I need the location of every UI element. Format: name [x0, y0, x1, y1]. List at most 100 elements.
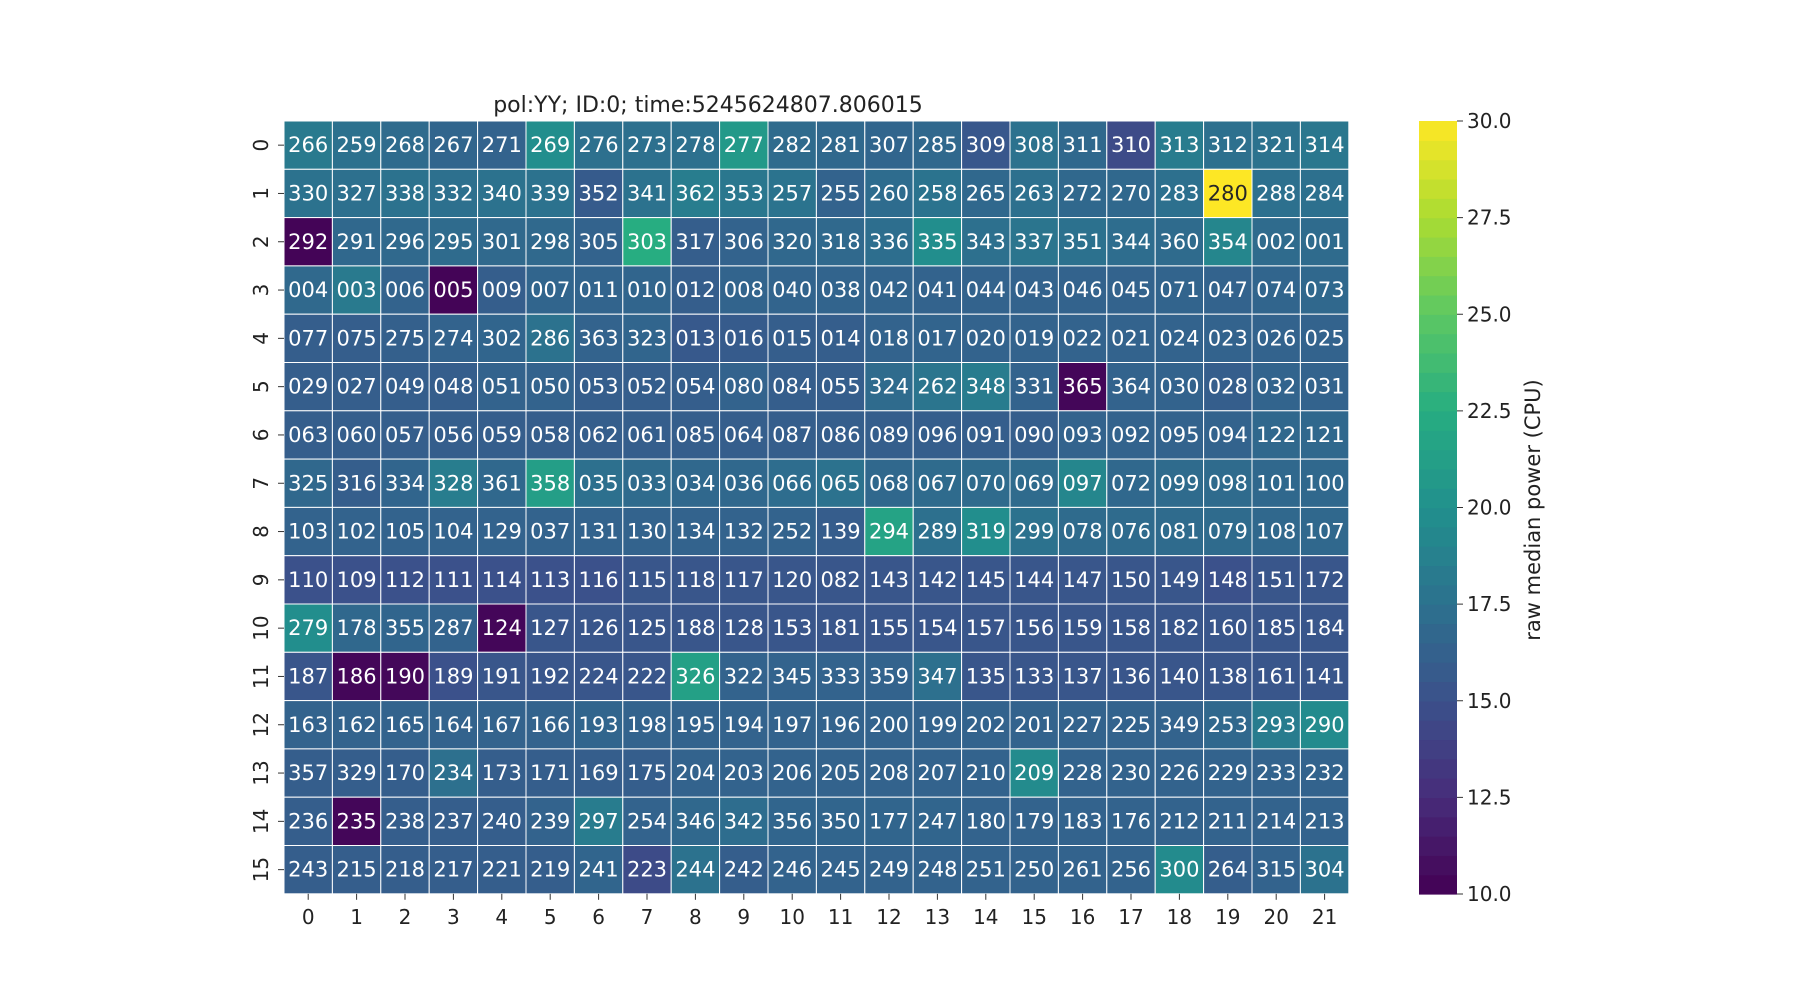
heatmap-cell: [1057, 313, 1108, 364]
cell-label: 278: [675, 133, 715, 157]
cell-label: 050: [530, 375, 570, 399]
heatmap-cell: [1251, 120, 1301, 170]
cell-label: 080: [724, 375, 764, 399]
cell-label: 241: [579, 858, 619, 882]
cell-label: 077: [288, 326, 328, 350]
cell-label: 229: [1208, 761, 1248, 785]
cell-label: 180: [966, 809, 1006, 833]
heatmap-cell: [283, 555, 333, 605]
cell-label: 324: [869, 375, 909, 399]
cell-label: 018: [869, 326, 909, 350]
cell-label: 189: [433, 664, 473, 688]
cell-label: 202: [966, 713, 1006, 737]
heatmap-cell: [1203, 120, 1253, 170]
cell-label: 328: [433, 471, 473, 495]
cell-label: 016: [724, 326, 764, 350]
cell-label: 192: [530, 664, 570, 688]
cell-label: 346: [675, 809, 715, 833]
cell-label: 037: [530, 520, 570, 544]
heatmap-cell: [1057, 603, 1108, 653]
x-tick-label: 5: [544, 905, 557, 929]
heatmap-cell: [719, 217, 769, 267]
heatmap-cell: [380, 410, 430, 460]
cell-label: 138: [1208, 664, 1248, 688]
heatmap-cell: [1251, 555, 1301, 605]
cell-label: 219: [530, 858, 570, 882]
heatmap-cell: [622, 603, 672, 653]
cell-label: 022: [1063, 326, 1103, 350]
heatmap-cell: [380, 506, 430, 557]
y-tick-label: 1: [249, 187, 273, 200]
cell-label: 297: [579, 809, 619, 833]
heatmap-cell: [573, 410, 624, 460]
heatmap-cell: [380, 217, 430, 267]
cell-label: 193: [579, 713, 619, 737]
heatmap-cell: [815, 506, 866, 557]
y-tick-label: 7: [249, 477, 273, 490]
cell-label: 156: [1014, 616, 1054, 640]
heatmap-cell: [912, 362, 963, 412]
cell-label: 252: [772, 520, 812, 544]
heatmap-cell: [428, 651, 479, 702]
cell-label: 010: [627, 278, 667, 302]
cell-label: 199: [917, 713, 957, 737]
cell-label: 148: [1208, 568, 1248, 592]
heatmap-cell: [477, 700, 527, 750]
cell-label: 102: [337, 520, 377, 544]
heatmap-cell: [477, 651, 527, 702]
y-tick-label: 12: [249, 712, 273, 737]
heatmap-cell: [864, 265, 914, 315]
x-tick-label: 20: [1263, 905, 1288, 929]
x-tick-label: 4: [495, 905, 508, 929]
cell-label: 065: [821, 471, 861, 495]
cell-label: 005: [433, 278, 473, 302]
y-tick-label: 11: [249, 664, 273, 689]
cell-label: 314: [1305, 133, 1345, 157]
colorbar-band: [1419, 700, 1457, 721]
cell-label: 360: [1159, 230, 1199, 254]
cell-label: 322: [724, 664, 764, 688]
cell-label: 316: [337, 471, 377, 495]
heatmap-cell: [961, 651, 1011, 702]
cell-label: 247: [917, 809, 957, 833]
cell-label: 237: [433, 809, 473, 833]
x-tick-label: 18: [1167, 905, 1192, 929]
cell-label: 286: [530, 326, 570, 350]
cell-label: 031: [1305, 375, 1345, 399]
x-tick-label: 19: [1215, 905, 1240, 929]
cell-label: 230: [1111, 761, 1151, 785]
cell-label: 130: [627, 520, 667, 544]
cell-label: 319: [966, 520, 1006, 544]
x-tick-label: 15: [1021, 905, 1046, 929]
x-axis-ticks: 0 1 2 3 4 5 6 7 8 9 10 11 12 13 14 15 16 17 18 19 20 21: [302, 893, 1337, 929]
y-tick-label: 5: [249, 380, 273, 393]
colorbar-tick-label: 27.5: [1467, 206, 1512, 230]
cell-label: 279: [288, 616, 328, 640]
cell-label: 188: [675, 616, 715, 640]
heatmap-cell: [1251, 362, 1301, 412]
y-tick-label: 13: [249, 760, 273, 785]
heatmap-cell: [1057, 651, 1108, 702]
x-tick-label: 14: [973, 905, 998, 929]
colorbar-band: [1419, 855, 1457, 876]
cell-label: 256: [1111, 858, 1151, 882]
cell-label: 048: [433, 375, 473, 399]
heatmap-cell: [1106, 506, 1156, 557]
cell-label: 035: [579, 471, 619, 495]
heatmap-cell: [1057, 265, 1108, 315]
cell-label: 255: [821, 181, 861, 205]
heatmap-cell: [815, 603, 866, 653]
cell-label: 164: [433, 713, 473, 737]
cell-label: 054: [675, 375, 715, 399]
colorbar-band: [1419, 797, 1457, 818]
cell-label: 126: [579, 616, 619, 640]
heatmap-cell: [864, 362, 914, 412]
cell-label: 104: [433, 520, 473, 544]
colorbar-band: [1419, 217, 1457, 238]
heatmap-cell: [283, 217, 333, 267]
cell-label: 024: [1159, 326, 1199, 350]
cell-label: 323: [627, 326, 667, 350]
colorbar-band: [1419, 623, 1457, 644]
cell-label: 257: [772, 181, 812, 205]
heatmap-cell: [283, 265, 333, 315]
